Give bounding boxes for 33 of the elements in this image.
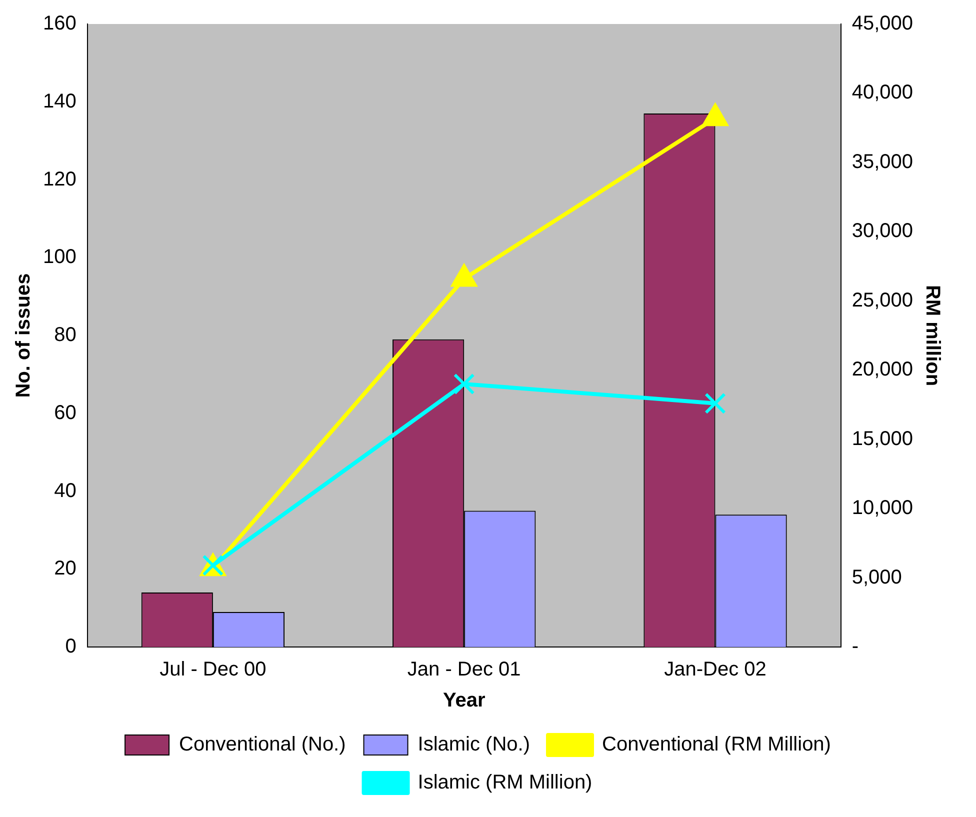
y2-tick-label: 45,000 (852, 12, 913, 35)
y2-tick-label: 20,000 (852, 358, 913, 381)
y2-tick-label: 25,000 (852, 289, 913, 312)
y-tick-label: 100 (42, 246, 76, 268)
legend-label: Conventional (No.) (179, 734, 346, 756)
legend-label: Islamic (RM Million) (418, 772, 592, 794)
y2-tick-label: 40,000 (852, 82, 913, 104)
x-axis-title: Year (442, 690, 486, 712)
point (453, 373, 475, 395)
y2-tick-label: 35,000 (852, 150, 913, 173)
y-tick-label: 20 (54, 558, 76, 580)
legend-label: Conventional (RM Million) (602, 734, 831, 756)
y-tick-label: 60 (54, 402, 76, 424)
y-tick-label: 80 (54, 324, 76, 346)
x-tick-label: Jan - Dec 01 (407, 658, 521, 681)
y2-tick-label: 5,000 (852, 566, 902, 588)
y2-tick-label: 10,000 (852, 497, 913, 520)
y2-tick-label: 15,000 (852, 428, 913, 450)
y-axis-title: No. of issues (12, 273, 35, 398)
y-tick-label: 40 (54, 480, 76, 502)
x-tick-label: Jan-Dec 02 (664, 658, 766, 681)
y2-tick-label: 30,000 (852, 220, 913, 242)
y-tick-label: 120 (42, 168, 76, 190)
y2-axis-title: RM million (921, 284, 944, 386)
point (702, 104, 728, 126)
y2-tick-label: - (852, 636, 858, 658)
y-tick-label: 0 (65, 636, 76, 658)
x-tick-label: Jul - Dec 00 (160, 658, 266, 681)
point (451, 264, 477, 287)
legend-label: Islamic (No.) (418, 734, 530, 756)
y-tick-label: 140 (42, 90, 76, 112)
y-tick-label: 160 (42, 12, 76, 35)
point (704, 392, 726, 414)
